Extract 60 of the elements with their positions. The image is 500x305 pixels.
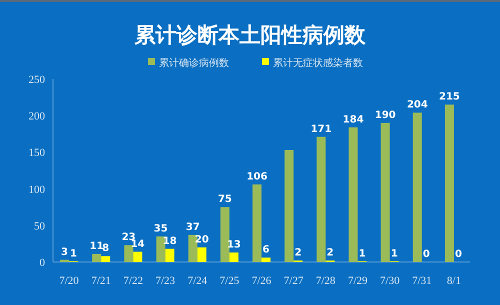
y-tick-label: 0 (40, 257, 46, 269)
bar (348, 127, 358, 262)
bar (188, 234, 198, 262)
x-tick-label: 7/26 (252, 275, 272, 287)
bar (124, 245, 134, 262)
y-tick-label: 50 (34, 220, 46, 232)
bar (92, 254, 102, 262)
bar (412, 112, 422, 262)
bar (252, 184, 262, 262)
data-label: 37 (186, 222, 200, 233)
y-tick-label: 250 (28, 74, 46, 86)
x-tick-label: 7/24 (188, 275, 208, 287)
data-label: 75 (218, 194, 232, 206)
data-label: 3 (61, 246, 68, 258)
bar (101, 256, 110, 262)
data-label: 184 (342, 114, 364, 126)
data-label: 1 (358, 248, 366, 260)
data-label: 6 (262, 244, 270, 256)
data-label: 204 (406, 100, 428, 111)
data-label: 0 (422, 249, 430, 260)
y-tick-label: 100 (28, 184, 46, 196)
data-label: 11 (90, 240, 104, 252)
bar (316, 136, 326, 262)
data-label: 0 (454, 249, 462, 260)
x-tick-label: 7/25 (220, 275, 240, 287)
legend-label: 累计无症状感染者数 (273, 57, 363, 69)
bar (229, 252, 238, 262)
bar (262, 258, 270, 262)
x-tick-label: 7/20 (59, 275, 80, 287)
legend-label: 累计确诊病例数 (159, 57, 229, 69)
x-tick-label: 7/30 (380, 275, 400, 287)
y-tick-label: 150 (28, 147, 46, 160)
bar (380, 122, 390, 262)
x-tick-label: 7/31 (412, 275, 432, 287)
data-label: 190 (374, 110, 396, 121)
bar (220, 207, 230, 262)
data-label: 2 (294, 248, 302, 259)
x-tick-label: 7/29 (348, 275, 368, 287)
x-tick-label: 7/22 (123, 275, 143, 287)
data-label: 1 (390, 248, 398, 260)
y-tick-label: 200 (28, 110, 46, 123)
bar (197, 247, 206, 262)
bar (156, 236, 166, 262)
data-label: 1 (70, 248, 78, 260)
x-tick-label: 7/21 (91, 275, 111, 287)
bar (133, 252, 142, 262)
data-label: 2 (326, 248, 334, 259)
data-label: 8 (102, 243, 110, 254)
x-tick-label: 7/28 (316, 275, 336, 287)
bar (284, 150, 294, 262)
x-tick-label: 7/27 (284, 275, 304, 287)
data-label: 215 (439, 92, 460, 103)
data-label: 171 (310, 124, 332, 135)
x-tick-label: 7/23 (155, 275, 176, 287)
x-tick-label: 8/1 (446, 275, 461, 287)
data-label: 106 (246, 171, 268, 182)
chart-title: 累计诊断本土阳性病例数 (134, 23, 366, 47)
data-label: 35 (154, 223, 168, 234)
bar (444, 104, 454, 262)
bar (165, 248, 174, 262)
